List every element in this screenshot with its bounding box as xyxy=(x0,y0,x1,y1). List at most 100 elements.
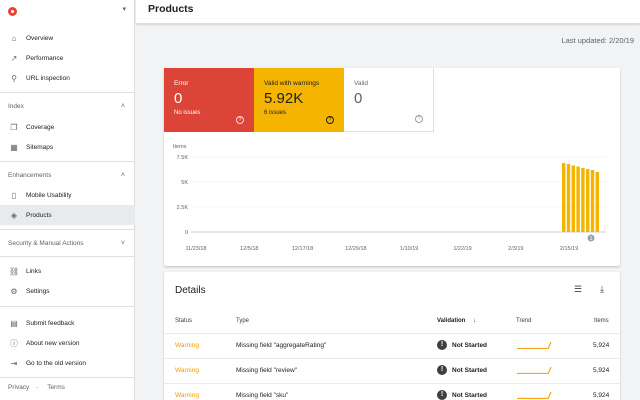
nav-performance[interactable]: ↗ Performance xyxy=(0,48,135,68)
divider xyxy=(0,377,135,378)
exclamation-icon: ! xyxy=(437,365,447,375)
nav-overview[interactable]: ⌂ Overview xyxy=(0,28,135,48)
nav-label: Submit feedback xyxy=(26,319,75,327)
nav-about-new-version[interactable]: ⓘ About new version xyxy=(0,333,135,353)
nav-products[interactable]: ◈ Products xyxy=(0,205,135,225)
nav-label: Mobile Usability xyxy=(26,191,72,199)
divider xyxy=(0,306,135,307)
nav-label: Performance xyxy=(26,54,64,62)
annotation-marker xyxy=(587,234,595,242)
divider xyxy=(0,161,135,162)
terms-link[interactable]: Terms xyxy=(47,384,65,391)
chevron-down-icon: ˅ xyxy=(120,239,125,247)
search-icon: ⚲ xyxy=(11,73,17,83)
trend-line xyxy=(517,391,552,399)
exclamation-icon: ! xyxy=(437,340,447,350)
valid-tile[interactable]: Valid 0 ? xyxy=(344,68,434,132)
warnings-tile[interactable]: Valid with warnings 5.92K 6 issues ? xyxy=(254,68,344,132)
col-status[interactable]: Status xyxy=(175,318,193,324)
page-header: Products xyxy=(136,0,640,24)
col-items[interactable]: Items xyxy=(594,318,609,324)
nav-settings[interactable]: ⚙ Settings xyxy=(0,281,135,301)
row-items: 5,924 xyxy=(593,392,610,399)
chart-bar xyxy=(590,170,595,232)
download-icon[interactable]: ⤓ xyxy=(600,284,604,294)
y-tick-label: 5K xyxy=(181,180,188,186)
details-card: Details ☰ ⤓ Status Type Validation ↓ Tre… xyxy=(164,272,620,400)
section-label: Index xyxy=(8,102,24,110)
x-tick-label: 2/15/19 xyxy=(560,246,578,252)
help-icon[interactable]: ? xyxy=(415,115,423,123)
x-tick-label: 2/3/19 xyxy=(508,246,523,252)
chart-bar xyxy=(571,165,575,232)
help-icon[interactable]: ? xyxy=(326,116,334,124)
warnings-value: 5.92K xyxy=(264,90,304,107)
last-updated: Last updated: 2/20/19 xyxy=(561,36,634,45)
error-label: Error xyxy=(174,80,189,87)
col-validation-label: Validation xyxy=(437,318,466,324)
privacy-link[interactable]: Privacy xyxy=(8,384,30,391)
filter-icon[interactable]: ☰ xyxy=(574,284,583,294)
x-tick-label: 12/17/18 xyxy=(292,246,313,252)
chart-bar xyxy=(581,168,585,232)
annotation-label: 1 xyxy=(590,236,593,242)
section-enhancements[interactable]: Enhancements ˄ xyxy=(0,165,135,185)
nav-links[interactable]: ⛓ Links xyxy=(0,261,135,281)
divider xyxy=(0,229,135,230)
chart-bar xyxy=(576,166,580,232)
y-tick-label: 7.5K xyxy=(177,155,189,161)
trend-sparkline xyxy=(517,366,552,374)
nav-label: Coverage xyxy=(26,123,55,131)
property-logo-icon xyxy=(8,6,17,16)
nav-submit-feedback[interactable]: ▤ Submit feedback xyxy=(0,313,135,333)
warnings-label: Valid with warnings xyxy=(264,80,320,87)
col-type[interactable]: Type xyxy=(236,318,250,324)
property-selector[interactable]: ▾ xyxy=(0,0,134,22)
table-row[interactable]: Warning Missing field "sku" ! Not Starte… xyxy=(164,383,620,400)
nav-label: Links xyxy=(26,267,42,275)
chevron-up-icon: ˄ xyxy=(120,171,125,179)
col-trend[interactable]: Trend xyxy=(516,318,532,324)
exit-icon: ⇥ xyxy=(10,358,18,368)
error-tile[interactable]: Error 0 No issues ? xyxy=(164,68,254,132)
section-security[interactable]: Security & Manual Actions ˅ xyxy=(0,233,135,253)
caret-down-icon[interactable]: ▾ xyxy=(122,6,126,13)
sidebar: ▾ ⌂ Overview ↗ Performance ⚲ URL inspect… xyxy=(0,0,135,400)
nav-label: Products xyxy=(26,211,52,219)
coverage-icon: ❐ xyxy=(10,122,18,132)
trend-line xyxy=(517,366,552,374)
section-index[interactable]: Index ˄ xyxy=(0,96,135,116)
help-icon[interactable]: ? xyxy=(236,116,244,124)
valid-value: 0 xyxy=(354,90,363,107)
table-row[interactable]: Warning Missing field "aggregateRating" … xyxy=(164,333,620,358)
table-row[interactable]: Warning Missing field "review" ! Not Sta… xyxy=(164,358,620,383)
chart-bar xyxy=(595,172,599,232)
y-axis-label: Items xyxy=(173,144,187,150)
row-items: 5,924 xyxy=(593,367,610,374)
nav-sitemaps[interactable]: ▦ Sitemaps xyxy=(0,137,135,157)
row-status: Warning xyxy=(175,367,199,374)
page-title: Products xyxy=(148,3,194,15)
footer-separator: · xyxy=(36,384,39,391)
nav-mobile-usability[interactable]: ▯ Mobile Usability xyxy=(0,185,135,205)
y-tick-label: 2.5K xyxy=(177,205,189,211)
nav-label: Go to the old version xyxy=(26,359,86,367)
row-items: 5,924 xyxy=(593,342,610,349)
section-label: Enhancements xyxy=(8,171,52,179)
y-tick-label: 0 xyxy=(185,230,188,236)
sitemap-icon: ▦ xyxy=(10,142,18,152)
chart-bar xyxy=(586,169,590,232)
info-icon: ⓘ xyxy=(10,338,18,348)
nav-label: Settings xyxy=(26,287,50,295)
nav-url-inspection[interactable]: ⚲ URL inspection xyxy=(0,68,135,88)
col-validation[interactable]: Validation ↓ xyxy=(437,318,476,324)
error-value: 0 xyxy=(174,90,183,107)
items-chart: Items 7.5K 5K 2.5K 0 11/23/18 12/5/18 12/17/18 1… xyxy=(173,144,606,252)
nav-coverage[interactable]: ❐ Coverage xyxy=(0,117,135,137)
x-tick-label: 1/10/19 xyxy=(400,246,418,252)
link-icon: ⛓ xyxy=(8,266,20,276)
chart-bar xyxy=(562,163,566,232)
details-title: Details xyxy=(175,285,206,296)
feedback-icon: ▤ xyxy=(10,318,18,328)
nav-old-version[interactable]: ⇥ Go to the old version xyxy=(0,353,135,373)
